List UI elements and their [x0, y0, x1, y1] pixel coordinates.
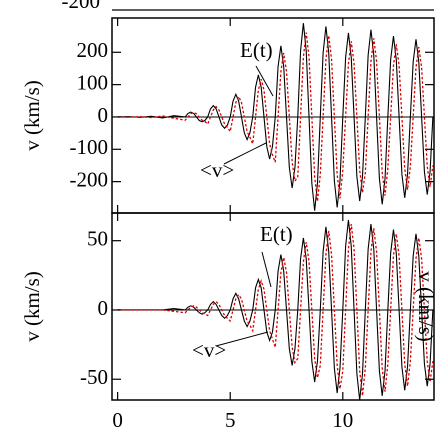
y-tick-label: 200	[77, 38, 109, 62]
annotation-arrow	[261, 251, 272, 288]
y-axis-label: v (km/s)	[20, 271, 44, 342]
data-line	[117, 224, 434, 396]
y-tick-label: 0	[98, 296, 109, 320]
y-axis-label-right: v (km/s)	[414, 271, 436, 342]
plot-area	[112, 23, 434, 211]
annotation: E(t)	[260, 222, 293, 246]
x-tick-label: 5	[225, 408, 236, 432]
annotation-arrow	[215, 331, 269, 347]
data-line	[117, 219, 434, 400]
y-tick-label: 0	[98, 103, 109, 127]
x-tick-label: 0	[112, 408, 123, 432]
plot-frame	[111, 212, 435, 401]
plot-frame	[111, 17, 435, 214]
top-fragment-label: -200	[62, 0, 101, 13]
y-tick-label: 50	[87, 227, 108, 251]
y-tick-label: -100	[70, 135, 109, 159]
x-tick-label: 10	[332, 408, 353, 432]
y-tick-label: 100	[77, 70, 109, 94]
annotation-arrow	[255, 65, 274, 97]
plot-area	[112, 219, 434, 400]
annotation: <v>	[192, 338, 226, 362]
annotation: E(t)	[240, 38, 273, 62]
y-axis-label: v (km/s)	[20, 80, 44, 151]
y-tick-label: -200	[70, 167, 109, 191]
y-tick-label: -50	[80, 365, 108, 389]
data-line	[117, 32, 434, 202]
data-line	[117, 23, 434, 211]
annotation-arrow	[223, 142, 267, 165]
